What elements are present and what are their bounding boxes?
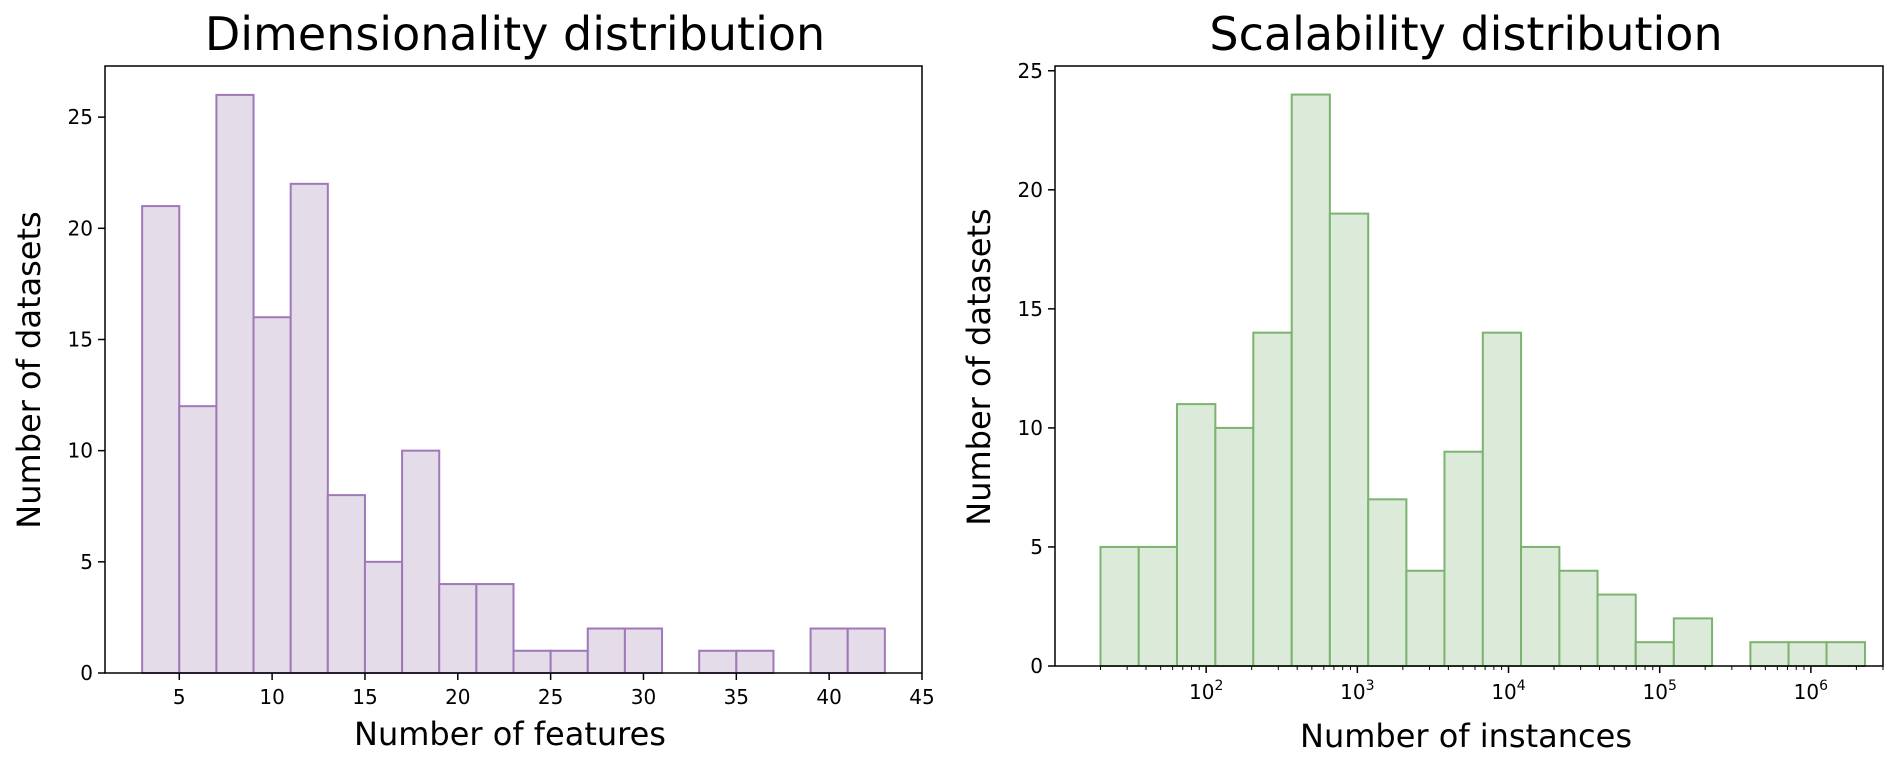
left-y-tick-label: 0	[80, 661, 93, 685]
right-x-tick-label: 105	[1643, 678, 1677, 704]
left-bar	[475, 583, 515, 674]
right-x-tick-label: 106	[1794, 678, 1828, 704]
left-bar	[809, 627, 849, 674]
right-bar	[1634, 641, 1675, 668]
right-y-tick-label: 5	[1030, 535, 1043, 559]
right-bar	[1787, 641, 1828, 668]
left-bar	[401, 449, 441, 674]
left-x-tick-label: 45	[909, 685, 934, 709]
right-x-axis-label: Number of instances	[1300, 717, 1632, 755]
left-y-tick-label: 15	[68, 327, 93, 351]
left-bar	[586, 627, 626, 674]
left-axes-frame	[104, 65, 923, 674]
left-x-tick-label: 35	[724, 685, 749, 709]
right-bar	[1672, 617, 1714, 668]
right-x-tick-label: 104	[1491, 678, 1525, 704]
right-bar	[1596, 593, 1637, 667]
right-bar	[1558, 569, 1599, 667]
right-y-axis-label: Number of datasets	[960, 208, 998, 525]
left-y-tick-label: 5	[80, 550, 93, 574]
right-bar	[1405, 569, 1446, 667]
left-plot-area: 0 5 10 15 20 25 5 10 15 20 25 30 35 40 45	[68, 65, 935, 709]
left-x-tick-label: 25	[538, 685, 563, 709]
right-bar	[1137, 545, 1178, 668]
right-y-tick-label: 0	[1030, 654, 1043, 678]
right-y-tick-label: 20	[1018, 178, 1043, 202]
left-chart-title: Dimensionality distribution	[205, 7, 825, 61]
left-x-tick-label: 30	[631, 685, 656, 709]
right-bar	[1252, 331, 1293, 667]
left-x-tick-label: 40	[816, 685, 841, 709]
right-x-tick-label: 103	[1340, 678, 1374, 704]
left-bar	[289, 182, 329, 674]
left-bar	[846, 627, 886, 674]
right-x-tick-label: 102	[1189, 678, 1223, 704]
left-bar	[215, 93, 255, 674]
left-y-tick-label: 10	[68, 439, 93, 463]
left-bar	[549, 649, 589, 674]
right-bar	[1328, 212, 1370, 667]
left-y-axis-label: Number of datasets	[10, 211, 48, 528]
right-plot-area: 0 5 10 15 20 25 102 103 104 105 106	[1018, 59, 1884, 704]
left-y-tick-label: 20	[68, 216, 93, 240]
left-bar	[512, 649, 552, 674]
left-bar	[141, 205, 181, 674]
right-chart-title: Scalability distribution	[1209, 7, 1722, 61]
right-bar	[1175, 403, 1217, 667]
left-x-tick-label: 5	[173, 685, 186, 709]
left-x-axis-label: Number of features	[354, 715, 666, 753]
left-y-tick-label: 25	[68, 105, 93, 129]
left-x-tick-label: 15	[352, 685, 377, 709]
left-bar	[735, 649, 775, 674]
right-bar	[1825, 641, 1866, 668]
left-x-tick-label: 20	[445, 685, 470, 709]
right-y-tick-label: 25	[1018, 59, 1043, 83]
right-bar	[1520, 545, 1561, 668]
right-axes-frame	[1054, 65, 1884, 667]
left-bar	[178, 405, 218, 674]
right-bar	[1367, 498, 1408, 668]
left-bar	[623, 627, 664, 674]
right-bar	[1214, 426, 1255, 667]
left-x-tick-label: 10	[259, 685, 284, 709]
right-bar	[1443, 450, 1484, 668]
left-bar	[438, 583, 478, 674]
left-bar	[363, 560, 404, 674]
left-bar	[252, 316, 292, 674]
right-y-tick-label: 15	[1018, 297, 1043, 321]
right-y-tick-label: 10	[1018, 416, 1043, 440]
right-bar	[1481, 331, 1523, 667]
right-bar	[1749, 641, 1790, 668]
right-bar	[1099, 545, 1140, 668]
left-bar	[698, 649, 738, 674]
left-bar	[326, 494, 366, 674]
right-bar	[1290, 93, 1331, 668]
